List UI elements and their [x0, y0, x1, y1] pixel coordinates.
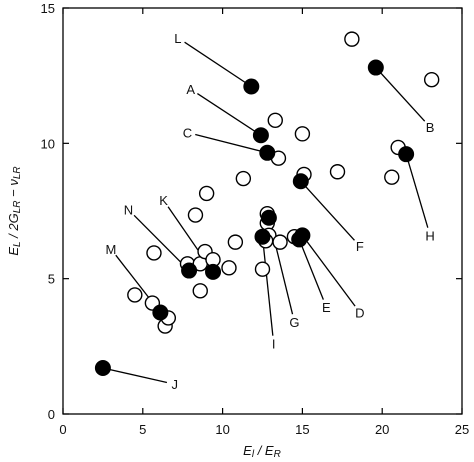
filled-point-D: [294, 227, 311, 244]
open-point: [127, 287, 143, 303]
filled-point-K: [205, 263, 222, 280]
leader-line-H: [405, 153, 429, 228]
point-label-L: L: [174, 31, 181, 46]
open-point: [198, 185, 215, 202]
x-tick-label: 20: [375, 422, 389, 437]
point-label-G: G: [289, 315, 299, 330]
filled-point-G: [260, 209, 277, 226]
open-point: [192, 283, 208, 299]
point-labels: L A C K N M J IG E D F B H: [105, 31, 434, 392]
open-point: [221, 260, 237, 276]
x-tick-label: 15: [295, 422, 309, 437]
leader-line-D: [301, 234, 356, 307]
open-point: [423, 72, 440, 88]
y-axis-label: EL / 2GLR − νLR: [6, 166, 23, 255]
open-point: [272, 234, 288, 250]
filled-point-F: [292, 173, 309, 190]
plot-frame: [62, 7, 463, 415]
open-point: [235, 170, 252, 187]
open-point: [254, 261, 271, 277]
y-tick-label: 15: [41, 1, 55, 16]
point-label-D: D: [355, 306, 364, 321]
leader-line-A: [197, 93, 262, 136]
x-axis-label: El / ER: [243, 443, 281, 460]
leader-line-J: [102, 367, 168, 384]
filled-point-L: [243, 78, 260, 95]
x-tick-label: 25: [455, 422, 469, 437]
point-label-J: J: [171, 377, 178, 392]
y-tick-label: 10: [41, 136, 55, 151]
point-label-E: E: [322, 300, 331, 315]
leader-line-F: [300, 180, 355, 241]
filled-circle-series: [94, 59, 415, 376]
open-point: [187, 207, 204, 223]
open-point: [267, 112, 283, 129]
x-tick-label: 5: [139, 422, 146, 437]
filled-point-J: [94, 359, 111, 376]
x-tick-label: 10: [215, 422, 229, 437]
open-point: [227, 234, 244, 250]
point-label-C: C: [183, 126, 192, 141]
point-label-N: N: [124, 203, 133, 218]
leader-line-C: [195, 133, 268, 154]
filled-point-B: [367, 59, 384, 76]
open-point: [344, 31, 360, 47]
point-label-K: K: [159, 193, 168, 208]
leader-line-E: [298, 239, 324, 300]
open-point: [146, 245, 162, 261]
open-point: [294, 126, 311, 142]
filled-point-A: [252, 127, 269, 144]
leader-line-L: [184, 41, 252, 88]
x-tick-label: 0: [59, 422, 66, 437]
leader-line-I: [261, 236, 274, 336]
open-circle-series: [127, 31, 440, 334]
point-label-I: I: [272, 337, 276, 352]
y-tick-label: 5: [48, 272, 55, 287]
axis-ticks: 0 5 10 15 20 25 0 5 10 15: [41, 1, 470, 437]
leader-line-N: [133, 214, 190, 272]
filled-point-M: [152, 304, 169, 321]
point-label-F: F: [356, 239, 364, 254]
filled-point-I: [254, 228, 271, 245]
open-point: [384, 169, 400, 185]
point-label-A: A: [186, 82, 195, 97]
y-tick-label: 0: [48, 407, 55, 422]
filled-point-H: [398, 146, 415, 163]
point-label-M: M: [105, 242, 116, 257]
open-point: [329, 164, 346, 180]
point-label-B: B: [426, 120, 435, 135]
filled-point-C: [259, 144, 276, 161]
leader-line-B: [375, 67, 426, 122]
point-label-H: H: [425, 228, 434, 243]
filled-point-N: [181, 262, 198, 279]
